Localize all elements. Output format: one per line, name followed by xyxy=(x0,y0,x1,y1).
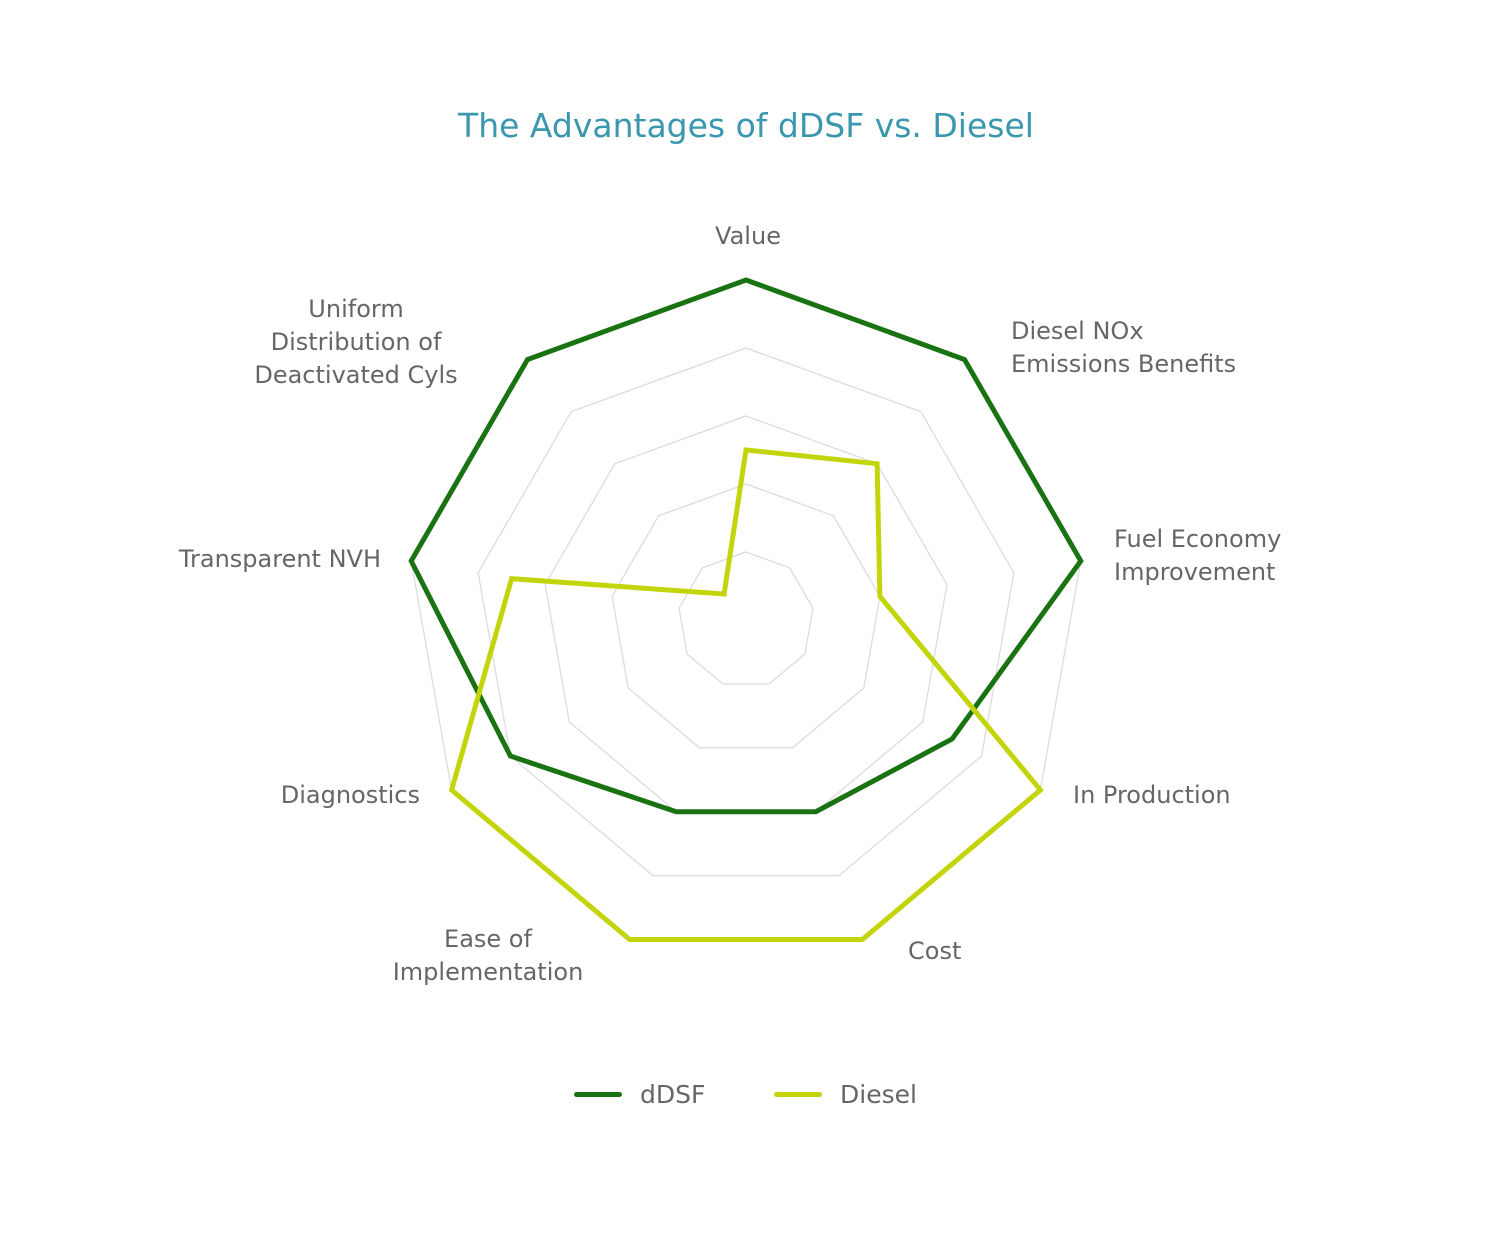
grid-ring-3 xyxy=(544,415,948,813)
axis-label-line: Implementation xyxy=(392,958,584,986)
grid-ring-2 xyxy=(611,483,881,749)
axis-label-line: Value xyxy=(715,222,781,250)
legend-item-diesel[interactable]: Diesel xyxy=(774,1080,917,1109)
axis-label-value: Value xyxy=(715,220,781,253)
axis-label-line: Deactivated Cyls xyxy=(254,361,458,389)
chart-title: The Advantages of dDSF vs. Diesel xyxy=(458,106,1034,145)
axis-label-in-production: In Production xyxy=(1073,779,1231,812)
legend-label-ddsf: dDSF xyxy=(640,1080,706,1109)
axis-label-fuel-economy: Fuel Economy Improvement xyxy=(1114,523,1281,589)
axis-label-line: Uniform xyxy=(308,295,404,323)
legend-swatch-diesel xyxy=(774,1092,822,1097)
axis-label-ease: Ease of Implementation xyxy=(393,923,584,989)
axis-label-nox: Diesel NOx Emissions Benefits xyxy=(1011,315,1236,381)
legend-swatch-ddsf xyxy=(574,1092,622,1097)
axis-label-line: Diagnostics xyxy=(280,781,420,809)
axis-label-line: Diesel NOx xyxy=(1011,317,1144,345)
axis-label-cost: Cost xyxy=(908,935,961,968)
legend-label-diesel: Diesel xyxy=(840,1080,917,1109)
axis-label-line: Transparent NVH xyxy=(178,545,381,573)
grid-ring-4 xyxy=(477,347,1015,877)
axis-label-line: Emissions Benefits xyxy=(1011,350,1237,378)
radar-series xyxy=(408,277,1084,942)
axis-label-line: Ease of xyxy=(444,925,532,953)
axis-label-line: In Production xyxy=(1073,781,1231,809)
legend-item-ddsf[interactable]: dDSF xyxy=(574,1080,705,1109)
axis-label-line: Distribution of xyxy=(270,328,442,356)
series-diesel xyxy=(448,447,1044,942)
axis-label-nvh: Transparent NVH xyxy=(179,543,381,576)
axis-label-line: Fuel Economy xyxy=(1114,525,1282,553)
axis-label-line: Improvement xyxy=(1114,558,1276,586)
axis-label-uniform: Uniform Distribution of Deactivated Cyls xyxy=(254,293,457,392)
axis-label-diagnostics: Diagnostics xyxy=(281,779,420,812)
axis-label-line: Cost xyxy=(908,937,962,965)
grid-ring-1 xyxy=(678,551,814,685)
series-ddsf xyxy=(408,277,1084,815)
